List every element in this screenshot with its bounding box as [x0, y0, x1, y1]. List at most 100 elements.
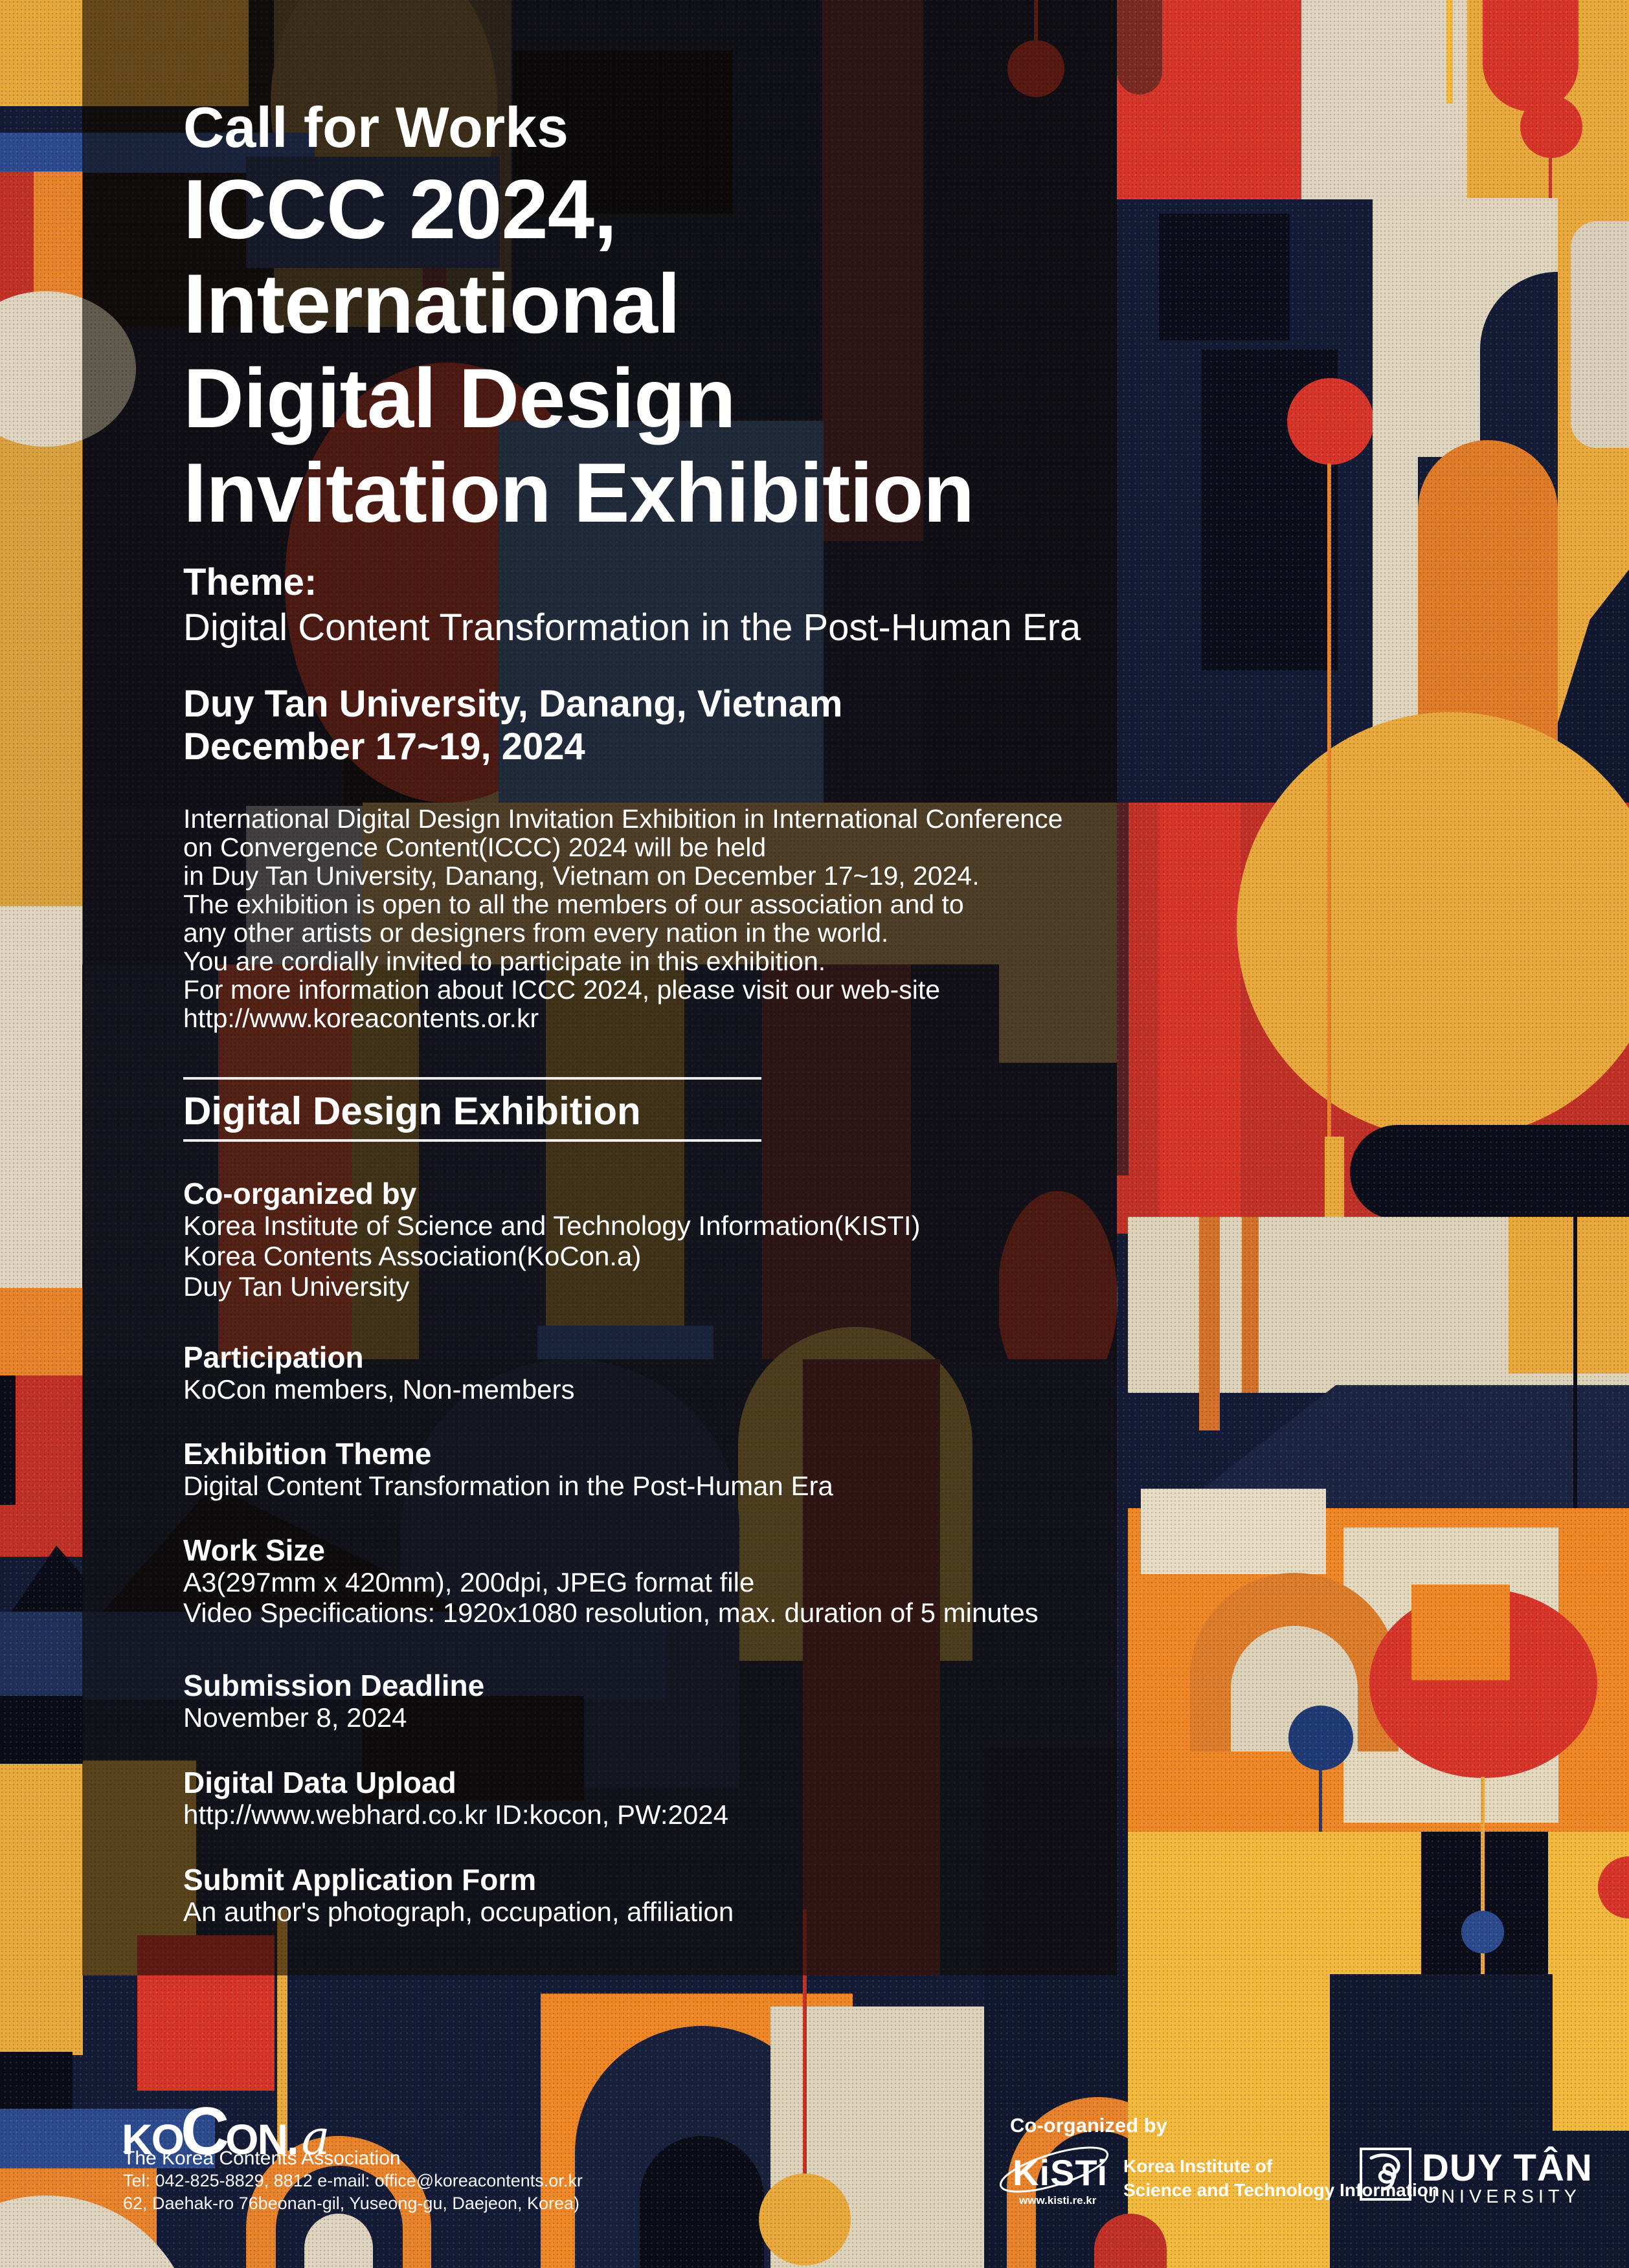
section-line: November 8, 2024 — [183, 1702, 407, 1733]
intro-line: any other artists or designers from ever… — [183, 918, 889, 948]
section-line: Korea Contents Association(KoCon.a) — [183, 1241, 642, 1271]
section-line: Video Specifications: 1920x1080 resoluti… — [183, 1597, 1039, 1628]
contact-address: 62, Daehak-ro 76beonan-gil, Yuseong-gu, … — [123, 2194, 579, 2213]
section-digital-data-upload: Digital Data Upload http://www.webhard.c… — [183, 1766, 728, 1830]
art-shape — [1509, 1217, 1629, 1373]
kisti-wordmark: KiSTi — [1013, 2152, 1108, 2193]
duytan-emblem-icon — [1360, 2148, 1411, 2201]
title-line: International — [183, 256, 680, 351]
art-shape — [1287, 378, 1374, 465]
art-shape — [1117, 0, 1162, 94]
art-shape — [1411, 1584, 1510, 1680]
section-heading: Exhibition Theme — [183, 1437, 432, 1471]
kocon-logo-text: ON. — [225, 2115, 298, 2163]
section-co-organized: Co-organized by Korea Institute of Scien… — [183, 1177, 921, 1302]
intro-line: For more information about ICCC 2024, pl… — [183, 975, 941, 1005]
text-shade-panel — [82, 0, 1117, 1975]
art-shape — [803, 1909, 807, 2177]
art-shape — [1446, 0, 1453, 104]
art-shape — [759, 2174, 851, 2265]
section-line: A3(297mm x 420mm), 200dpi, JPEG format f… — [183, 1567, 755, 1597]
art-shape — [0, 2052, 73, 2110]
kisti-orbit-icon — [999, 2146, 1109, 2193]
title-line: Digital Design — [183, 351, 736, 445]
title-line: ICCC 2024, — [183, 162, 617, 256]
art-shape — [1573, 1133, 1577, 1748]
art-shape — [1141, 1489, 1326, 1574]
section-line: An author's photograph, occupation, affi… — [183, 1896, 734, 1927]
art-shape — [0, 2109, 215, 2168]
section-line: Korea Institute of Science and Technolog… — [183, 1210, 921, 1241]
section-line: KoCon members, Non-members — [183, 1374, 575, 1405]
kisti-logo: KiSTi www.kisti.re.kr — [997, 2142, 1120, 2207]
section-heading: Digital Data Upload — [183, 1766, 456, 1799]
co-organized-label: Co-organized by — [1010, 2114, 1167, 2137]
kisti-url: www.kisti.re.kr — [1019, 2194, 1097, 2207]
title-line: Invitation Exhibition — [183, 445, 974, 540]
divider-line — [183, 1139, 761, 1142]
art-shape — [1327, 463, 1331, 1146]
contact-tel-email: Tel: 042-825-8829, 8812 e-mail: office@k… — [123, 2171, 583, 2190]
duytan-subtitle: UNIVERSITY — [1423, 2186, 1582, 2207]
duytan-name: DUY TÂN — [1422, 2147, 1593, 2189]
intro-line: on Convergence Content(ICCC) 2024 will b… — [183, 832, 767, 862]
section-submission-deadline: Submission Deadline November 8, 2024 — [183, 1669, 484, 1733]
art-shape — [1094, 2214, 1167, 2268]
date-line: December 17~19, 2024 — [183, 726, 585, 768]
section-work-size: Work Size A3(297mm x 420mm), 200dpi, JPE… — [183, 1533, 1039, 1628]
section-line: Digital Content Transformation in the Po… — [183, 1471, 833, 1501]
duytan-monogram-icon — [1369, 2153, 1400, 2191]
art-shape — [0, 906, 83, 1289]
intro-line: in Duy Tan University, Danang, Vietnam o… — [183, 861, 980, 891]
venue-line: Duy Tan University, Danang, Vietnam — [183, 683, 843, 725]
kocon-logo-text: KO — [122, 2115, 185, 2163]
art-shape — [0, 1288, 83, 1376]
section-line: http://www.webhard.co.kr ID:kocon, PW:20… — [183, 1799, 728, 1830]
art-shape — [1128, 1974, 1330, 2268]
section-heading: Co-organized by — [183, 1177, 417, 1210]
exhibition-heading: Digital Design Exhibition — [183, 1089, 641, 1133]
art-shape — [1483, 0, 1578, 111]
kocon-logo-big-c: C — [181, 2094, 229, 2169]
art-shape — [640, 2136, 764, 2268]
kocon-subtitle: The Korea Contents Association — [123, 2148, 401, 2169]
section-participation: Participation KoCon members, Non-members — [183, 1340, 575, 1405]
art-shape — [1159, 803, 1241, 1234]
art-shape — [277, 1909, 287, 2196]
section-heading: Submission Deadline — [183, 1669, 485, 1702]
art-shape — [1242, 1217, 1259, 1393]
section-heading: Participation — [183, 1340, 364, 1374]
theme-label: Theme: — [183, 561, 317, 603]
art-shape — [1199, 1217, 1220, 1430]
intro-line: You are cordially invited to participate… — [183, 946, 826, 976]
intro-paragraph: International Digital Design Invitation … — [183, 805, 1062, 1032]
intro-line: The exhibition is open to all the member… — [183, 889, 964, 919]
art-shape — [1461, 1911, 1504, 1953]
art-shape — [1520, 96, 1582, 158]
kisti-full-name: Korea Institute of Science and Technolog… — [1123, 2154, 1439, 2202]
theme-text: Digital Content Transformation in the Po… — [183, 606, 1081, 649]
art-shape — [1117, 803, 1129, 1175]
art-shape — [1301, 0, 1467, 199]
section-heading: Work Size — [183, 1533, 325, 1567]
divider-line — [183, 1077, 761, 1080]
art-shape — [0, 1612, 83, 1697]
section-exhibition-theme: Exhibition Theme Digital Content Transfo… — [183, 1437, 833, 1501]
kisti-name-line: Korea Institute of — [1123, 2156, 1273, 2176]
art-shape — [1553, 1896, 1629, 2131]
art-shape — [1159, 214, 1290, 340]
poster-title: ICCC 2024, International Digital Design … — [183, 162, 974, 540]
art-shape — [0, 1375, 16, 1505]
art-shape — [0, 1696, 83, 1764]
intro-line: http://www.koreacontents.or.kr — [183, 1003, 539, 1033]
section-heading: Submit Application Form — [183, 1863, 537, 1896]
art-shape — [304, 2214, 373, 2268]
kocon-logo-suffix: a — [301, 2110, 330, 2166]
art-shape — [1237, 712, 1629, 1139]
intro-line: International Digital Design Invitation … — [183, 804, 1063, 834]
kocon-logo: KO C ON. a — [122, 2093, 330, 2170]
art-shape — [1571, 221, 1629, 448]
section-line: Duy Tan University — [183, 1271, 410, 1302]
section-submit-application: Submit Application Form An author's phot… — [183, 1863, 734, 1927]
